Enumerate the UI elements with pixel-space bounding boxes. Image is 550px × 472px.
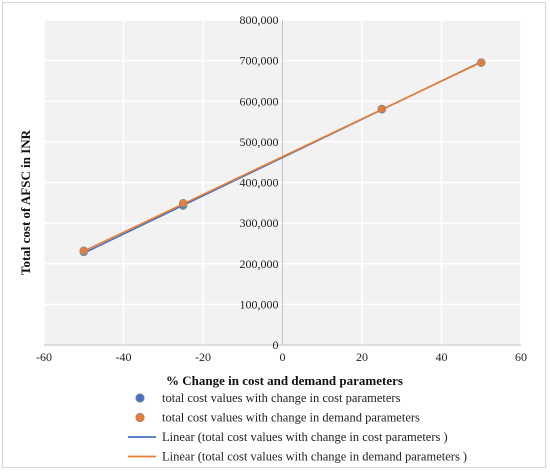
legend-label-3: Linear (total cost values with change in… (162, 450, 467, 464)
x-tick-label: -60 (36, 350, 52, 364)
x-tick-label: -40 (116, 350, 132, 364)
tick-labels: -60 -40 -20 0 20 40 60 0 100,000 200,000 300,000 40… (36, 13, 527, 364)
trend-lines (83, 61, 482, 254)
x-tick-label: 0 (280, 350, 286, 364)
x-tick-label: 20 (356, 350, 368, 364)
y-tick-label: 800,000 (240, 13, 279, 27)
legend-marker-1 (135, 412, 145, 423)
legend: total cost values with change in cost pa… (128, 391, 467, 464)
x-tick-label: -20 (195, 350, 211, 364)
y-tick-label: 100,000 (240, 297, 279, 311)
legend-label-0: total cost values with change in cost pa… (162, 391, 401, 405)
x-axis-title: % Change in cost and demand parameters (166, 373, 403, 388)
y-axis-title: Total cost of AFSC in INR (18, 129, 33, 275)
y-tick-label: 200,000 (240, 257, 279, 271)
y-tick-label: 600,000 (240, 94, 279, 108)
y-tick-label: 500,000 (240, 135, 279, 149)
y-tick-label: 400,000 (240, 176, 279, 190)
x-tick-label: 40 (436, 350, 448, 364)
legend-label-2: Linear (total cost values with change in… (162, 430, 448, 444)
data-point-series-1 (79, 246, 88, 255)
legend-marker-0 (135, 393, 145, 403)
data-point-series-1 (178, 199, 188, 208)
data-point-series-1 (377, 104, 387, 114)
y-tick-label: 300,000 (240, 216, 279, 230)
data-point-series-1 (477, 58, 486, 67)
x-tick-label: 60 (515, 350, 527, 364)
y-tick-label: 700,000 (240, 54, 279, 68)
axes (44, 20, 521, 346)
y-tick-label: 0 (273, 338, 279, 352)
data-points (79, 58, 486, 257)
trendline-series-3 (83, 61, 482, 252)
legend-label-1: total cost values with change in demand … (162, 411, 420, 425)
